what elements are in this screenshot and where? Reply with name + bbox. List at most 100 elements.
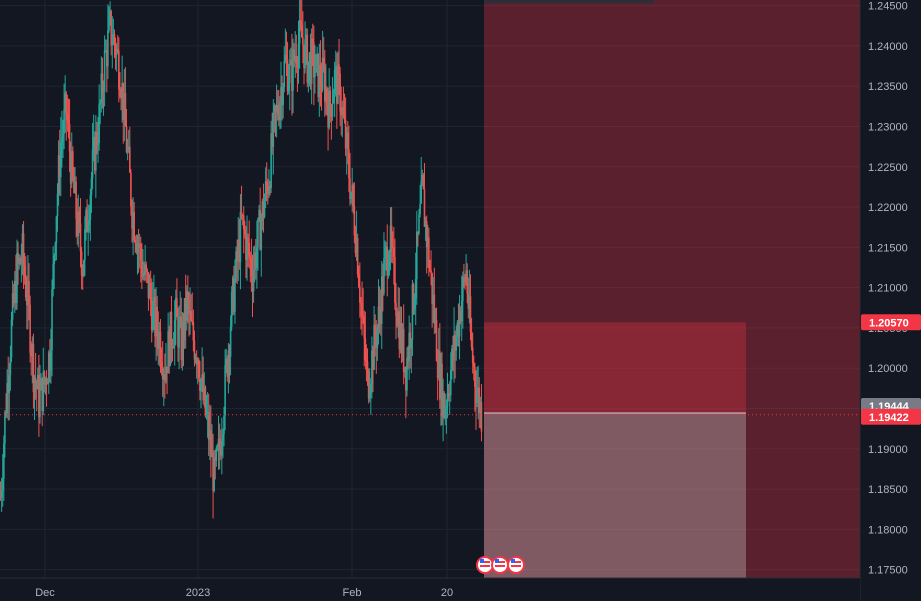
candlestick-series xyxy=(0,0,483,519)
candle-body xyxy=(168,331,171,366)
candle-body xyxy=(466,270,469,294)
candle-body xyxy=(330,105,333,117)
candle-body xyxy=(399,323,402,350)
flag-icon[interactable] xyxy=(507,556,525,574)
candle-body xyxy=(244,228,246,235)
candle-body xyxy=(8,375,11,394)
flag-icon[interactable] xyxy=(476,556,494,574)
candle-body xyxy=(56,193,59,217)
candle-body xyxy=(42,371,45,412)
price-axis-background xyxy=(860,0,921,601)
candle-body xyxy=(288,63,291,84)
candle-body xyxy=(193,340,196,360)
candle-body xyxy=(217,438,220,448)
candle-body xyxy=(274,106,277,112)
candle-body xyxy=(340,111,343,116)
candle-body xyxy=(299,20,302,25)
flag-icon-canton xyxy=(480,559,484,563)
candle-body xyxy=(90,178,93,196)
candle-body xyxy=(238,239,241,262)
candle-body xyxy=(15,280,17,304)
candle-body xyxy=(334,66,337,70)
candle-body xyxy=(21,233,24,263)
candle-body xyxy=(275,104,278,112)
candle-body xyxy=(324,66,326,102)
candle-body xyxy=(458,310,461,337)
candle-body xyxy=(342,107,345,116)
candle-body xyxy=(246,237,248,260)
candle-body xyxy=(187,291,189,301)
price-tick-label: 1.22000 xyxy=(868,202,908,214)
candle-body xyxy=(442,392,444,417)
candle-body xyxy=(43,371,46,385)
candle-body xyxy=(38,374,40,418)
candle-body xyxy=(479,402,482,413)
candle-body xyxy=(0,497,2,499)
last-price-tag-bg xyxy=(861,408,921,425)
candle-body xyxy=(338,64,340,74)
outer-zone xyxy=(484,0,860,578)
candle-body xyxy=(365,360,368,362)
candle-body xyxy=(265,181,268,186)
candle-body xyxy=(236,251,238,262)
candle-body xyxy=(477,387,479,395)
price-axis[interactable]: 1.24500 1.24000 1.23500 1.23000 1.22500 1.220… xyxy=(859,0,921,601)
candle-body xyxy=(97,142,99,146)
candle-body xyxy=(148,283,151,299)
candle-body xyxy=(51,288,53,351)
candle-body xyxy=(41,378,43,412)
candle-body xyxy=(276,104,279,115)
candle-body xyxy=(17,252,19,264)
candle-body xyxy=(465,270,467,282)
candle-body xyxy=(162,373,165,380)
candle-body xyxy=(363,316,366,339)
candle-body xyxy=(110,11,112,46)
candle-body xyxy=(245,234,247,260)
candle-body xyxy=(52,264,54,289)
candle-body xyxy=(166,366,168,374)
candle-body xyxy=(310,38,313,84)
candle-body xyxy=(242,215,245,229)
event-markers[interactable] xyxy=(476,556,525,574)
candle-body xyxy=(172,346,175,348)
candle-body xyxy=(149,283,152,301)
candle-body xyxy=(22,233,25,266)
candle-body xyxy=(24,277,27,298)
candle-body xyxy=(424,220,427,227)
candle-body xyxy=(87,225,89,232)
candle-body xyxy=(446,393,449,407)
last-price-tag: 1.19422 xyxy=(869,412,909,424)
candle-body xyxy=(410,340,413,349)
candle-body xyxy=(311,38,314,43)
candle-body xyxy=(159,331,162,363)
candle-body xyxy=(145,264,148,271)
time-axis[interactable]: Dec 2023 Feb 20 xyxy=(0,577,860,601)
candle-body xyxy=(44,378,47,385)
candle-body xyxy=(165,366,167,381)
candle-body xyxy=(127,146,130,150)
stop-price-tag: 1.20570 xyxy=(869,317,909,329)
flag-icon[interactable] xyxy=(491,556,509,574)
candle-body xyxy=(95,131,97,171)
candle-body xyxy=(11,293,14,320)
candle-body xyxy=(27,281,29,306)
candle-body xyxy=(12,293,15,304)
candle-body xyxy=(111,43,114,46)
candle-body xyxy=(374,324,376,341)
candle-body xyxy=(47,352,50,383)
candle-body xyxy=(267,185,269,195)
candle-body xyxy=(157,333,160,349)
candle-body xyxy=(219,450,222,456)
candle-body xyxy=(70,151,73,184)
candle-body xyxy=(49,352,51,372)
candle-body xyxy=(257,218,259,248)
candle-body xyxy=(331,103,334,117)
candle-body xyxy=(200,380,202,392)
candle-body xyxy=(283,60,286,88)
candle-body xyxy=(281,87,283,106)
candle-body xyxy=(361,303,363,316)
candle-body xyxy=(437,350,440,379)
candle-body xyxy=(215,447,218,461)
candle-body xyxy=(451,348,453,370)
